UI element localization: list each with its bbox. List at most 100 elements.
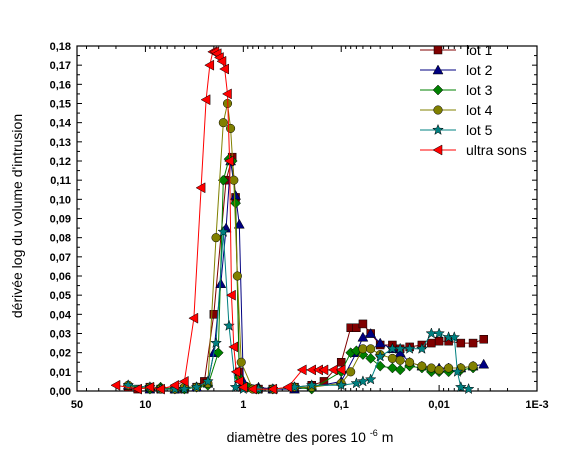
series-line	[128, 158, 474, 390]
y-tick-label: 0,06	[50, 271, 71, 283]
data-point	[358, 344, 368, 354]
data-point	[434, 336, 444, 346]
data-point	[335, 379, 348, 391]
x-axis-title-exponent: -6	[370, 428, 378, 438]
data-point	[247, 383, 258, 395]
data-point	[229, 175, 239, 185]
data-point	[202, 375, 214, 387]
plot-area: 0,00 0,01 0,02 0,03 0,04 0,05 0,06 0,07 0,08 0,09…	[50, 41, 549, 411]
data-point	[335, 364, 346, 376]
y-tick-label: 0,02	[50, 348, 71, 360]
data-point	[233, 218, 245, 229]
x-tick-label: 1E-3	[525, 399, 548, 411]
data-point	[230, 197, 241, 209]
legend-label: lot 5	[466, 122, 493, 138]
series-5	[122, 225, 475, 395]
y-tick-label: 0,16	[50, 79, 71, 91]
series-6	[110, 46, 346, 395]
data-point	[230, 366, 241, 378]
data-point	[282, 381, 293, 393]
data-point	[364, 373, 377, 385]
y-tick-label: 0,13	[50, 137, 71, 149]
data-point	[233, 375, 244, 387]
data-point	[387, 362, 398, 374]
legend-marker	[432, 64, 444, 75]
x-tick-label: 0,1	[334, 399, 349, 411]
y-tick-label: 0,04	[50, 309, 72, 321]
series-3	[122, 153, 479, 395]
data-point	[374, 337, 386, 348]
data-point	[468, 338, 478, 348]
data-point	[405, 357, 415, 367]
data-point	[178, 375, 189, 387]
data-point	[229, 380, 242, 393]
x-tick-label: 50	[71, 399, 83, 411]
x-axis-title-unit: m	[382, 429, 394, 445]
data-point	[479, 335, 488, 344]
data-point	[200, 94, 211, 106]
data-point	[365, 353, 377, 364]
legend-label: ultra sons	[466, 142, 527, 158]
data-point	[350, 377, 363, 389]
data-point	[417, 361, 427, 371]
data-point	[478, 358, 490, 369]
data-point	[426, 363, 436, 373]
data-point	[415, 342, 428, 354]
data-point	[434, 365, 444, 375]
data-point	[357, 375, 369, 387]
data-point	[395, 355, 405, 365]
data-point	[132, 383, 142, 395]
data-point	[366, 344, 376, 354]
legend-item: ultra sons	[420, 142, 527, 158]
data-point	[232, 271, 242, 281]
data-point	[155, 383, 165, 395]
data-point	[296, 364, 307, 376]
y-tick-label: 0,09	[50, 214, 71, 226]
y-tick-label: 0,17	[50, 60, 71, 72]
data-point	[346, 367, 356, 377]
series-line	[128, 157, 484, 390]
y-axis-title: dérivée log du volume d'intrusion	[9, 114, 25, 318]
data-point	[144, 381, 155, 393]
x-tick-label: 1	[240, 399, 246, 411]
legend-item: lot 5	[420, 122, 493, 138]
data-point	[451, 365, 464, 377]
data-point	[236, 357, 246, 367]
data-point	[190, 380, 203, 393]
data-point	[228, 341, 239, 353]
y-tick-label: 0,01	[50, 367, 71, 379]
legend-marker	[433, 105, 443, 115]
data-point	[387, 353, 397, 363]
data-point	[394, 364, 406, 376]
data-point	[219, 63, 229, 75]
legend: lot 1 lot 2 lot 3 lot 4 lot 5 ultra sons	[420, 42, 527, 158]
x-axis-title-main: diamètre des pores 10	[227, 429, 367, 445]
series-1	[123, 152, 488, 394]
data-point	[225, 289, 236, 301]
y-tick-label: 0,11	[50, 175, 71, 187]
y-tick-label: 0,05	[50, 290, 71, 302]
data-point	[365, 327, 377, 338]
y-tick-label: 0,14	[50, 118, 72, 130]
x-tick-label: 10	[139, 399, 151, 411]
legend-label: lot 1	[466, 42, 493, 58]
legend-marker	[432, 84, 444, 96]
data-point	[403, 342, 416, 354]
data-point	[217, 225, 230, 237]
data-point	[212, 347, 224, 359]
data-point	[462, 382, 475, 395]
data-point	[209, 310, 219, 319]
x-axis-title: diamètre des pores 10 -6 m	[227, 423, 394, 445]
data-point	[358, 319, 368, 329]
data-point	[237, 381, 248, 393]
data-point	[224, 155, 234, 167]
legend-item: lot 2	[420, 62, 493, 78]
y-tick-label: 0,00	[50, 386, 71, 398]
series-line	[115, 51, 342, 390]
x-tick-label: 0,01	[428, 399, 449, 411]
data-point	[456, 338, 466, 348]
data-point	[188, 312, 199, 324]
y-axis-title-group: dérivée log du volume d'intrusion	[9, 114, 25, 318]
data-point	[444, 363, 454, 373]
series-line	[128, 160, 484, 390]
